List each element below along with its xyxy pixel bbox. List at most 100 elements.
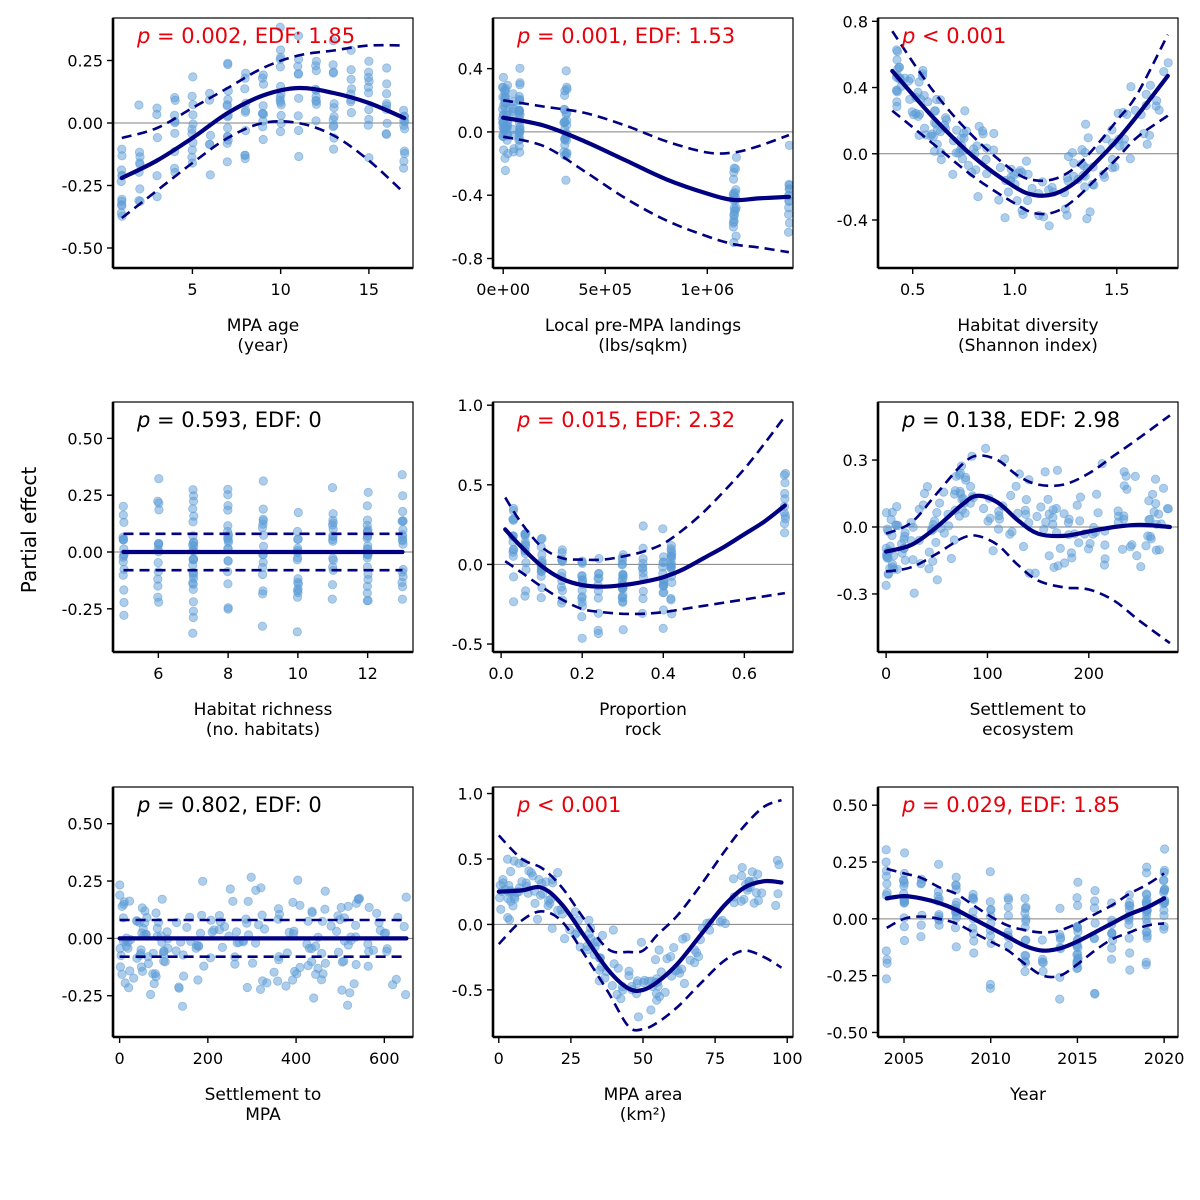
residual-point xyxy=(914,77,924,87)
residual-point xyxy=(891,520,901,530)
residual-point xyxy=(989,128,999,139)
residual-point xyxy=(517,877,527,887)
residual-point xyxy=(613,963,623,973)
ci-lower-line xyxy=(497,909,783,1032)
y-axis-title: Partial effect xyxy=(17,467,41,594)
residual-point xyxy=(240,84,250,94)
residual-point xyxy=(206,130,216,140)
residual-point xyxy=(553,905,563,915)
residual-point xyxy=(327,594,337,604)
residual-point xyxy=(1075,516,1085,526)
residual-point xyxy=(1043,494,1053,504)
residual-point xyxy=(514,858,524,868)
residual-point xyxy=(514,106,524,116)
x-axis-title: (km²) xyxy=(620,1105,666,1125)
residual-point xyxy=(382,79,392,89)
residual-point xyxy=(188,612,198,623)
residual-point xyxy=(1044,221,1054,231)
residual-point xyxy=(995,162,1006,173)
residual-point xyxy=(1021,156,1032,166)
x-tick-label: 8 xyxy=(223,664,233,683)
residual-point xyxy=(152,133,162,143)
residual-point xyxy=(275,97,286,108)
x-tick-label: 12 xyxy=(357,664,377,683)
residual-point xyxy=(333,947,344,957)
residual-point xyxy=(593,625,603,636)
residual-point xyxy=(881,845,891,855)
residual-point xyxy=(892,85,902,95)
residual-point xyxy=(736,896,746,906)
residual-point xyxy=(980,443,991,453)
y-tick-label: -0.4 xyxy=(837,211,868,230)
residual-point xyxy=(1075,492,1086,502)
residual-point xyxy=(1126,82,1136,92)
fitted-smooth xyxy=(119,85,407,181)
residual-point xyxy=(616,993,626,1004)
residual-point xyxy=(188,560,198,570)
residual-point xyxy=(1020,893,1030,904)
residual-points xyxy=(497,63,793,248)
residual-point xyxy=(1053,561,1063,571)
residual-point xyxy=(381,99,392,109)
residual-point xyxy=(146,989,156,1000)
residual-point xyxy=(650,954,661,965)
panel-shannon: -0.4 0.0 0.4 0.8 0.5 1.0 1.5 Habitat diversity(… xyxy=(837,12,1179,356)
residual-point xyxy=(537,583,547,593)
y-tick-label: 0.25 xyxy=(67,52,103,71)
x-axis-title: MPA age xyxy=(227,316,300,336)
x-tick-label: 15 xyxy=(359,280,379,299)
residual-point xyxy=(968,889,978,900)
residual-point xyxy=(149,978,159,989)
residual-point xyxy=(255,984,266,995)
residual-point xyxy=(646,1005,656,1015)
residual-point xyxy=(1141,541,1151,551)
ci-lower-line xyxy=(886,915,1165,979)
residual-point xyxy=(502,107,513,117)
y-tick-label: 0.3 xyxy=(843,451,868,470)
residual-point xyxy=(223,505,233,515)
fitted-smooth xyxy=(890,68,1170,198)
residual-point xyxy=(153,496,163,506)
residual-point xyxy=(774,860,784,870)
x-axis-title: Local pre-MPA landings xyxy=(545,316,741,336)
y-tick-label: 0.50 xyxy=(67,429,103,448)
residual-point xyxy=(771,900,781,911)
residual-point xyxy=(132,953,142,963)
residual-point xyxy=(326,921,336,931)
panel-area: -0.5 0.0 0.5 1.0 0 25 50 75 100 MPA area(km²) p < … xyxy=(452,785,803,1125)
residual-point xyxy=(223,579,233,589)
residual-point xyxy=(331,926,342,937)
residual-point xyxy=(1141,868,1152,878)
residual-point xyxy=(222,157,232,167)
residual-point xyxy=(223,59,233,70)
residual-point xyxy=(1073,877,1083,887)
residual-point xyxy=(932,575,942,585)
residual-point xyxy=(949,489,960,499)
residual-points xyxy=(495,854,784,1022)
residual-point xyxy=(919,123,930,133)
residual-point xyxy=(960,106,970,116)
residual-point xyxy=(293,584,303,594)
residual-point xyxy=(1121,471,1131,481)
x-tick-label: 100 xyxy=(972,664,1003,683)
x-tick-label: 10 xyxy=(288,664,308,683)
ci-upper-line xyxy=(121,43,405,140)
y-tick-label: 0.25 xyxy=(832,853,868,872)
residual-point xyxy=(257,910,267,920)
residual-point xyxy=(302,939,312,949)
residual-point xyxy=(1085,538,1095,549)
residual-point xyxy=(188,597,198,607)
x-tick-label: 2020 xyxy=(1144,1049,1185,1068)
residual-point xyxy=(1149,507,1159,517)
residual-point xyxy=(275,62,285,72)
residual-point xyxy=(780,494,790,504)
residual-point xyxy=(1124,933,1134,943)
y-tick-label: 0.0 xyxy=(843,145,868,164)
p-symbol: p xyxy=(901,408,915,432)
residual-point xyxy=(117,151,127,161)
residual-point xyxy=(222,100,232,110)
x-axis-title: Proportion xyxy=(599,700,687,720)
residual-point xyxy=(919,488,930,499)
residual-point xyxy=(693,951,704,962)
residual-point xyxy=(188,110,198,120)
